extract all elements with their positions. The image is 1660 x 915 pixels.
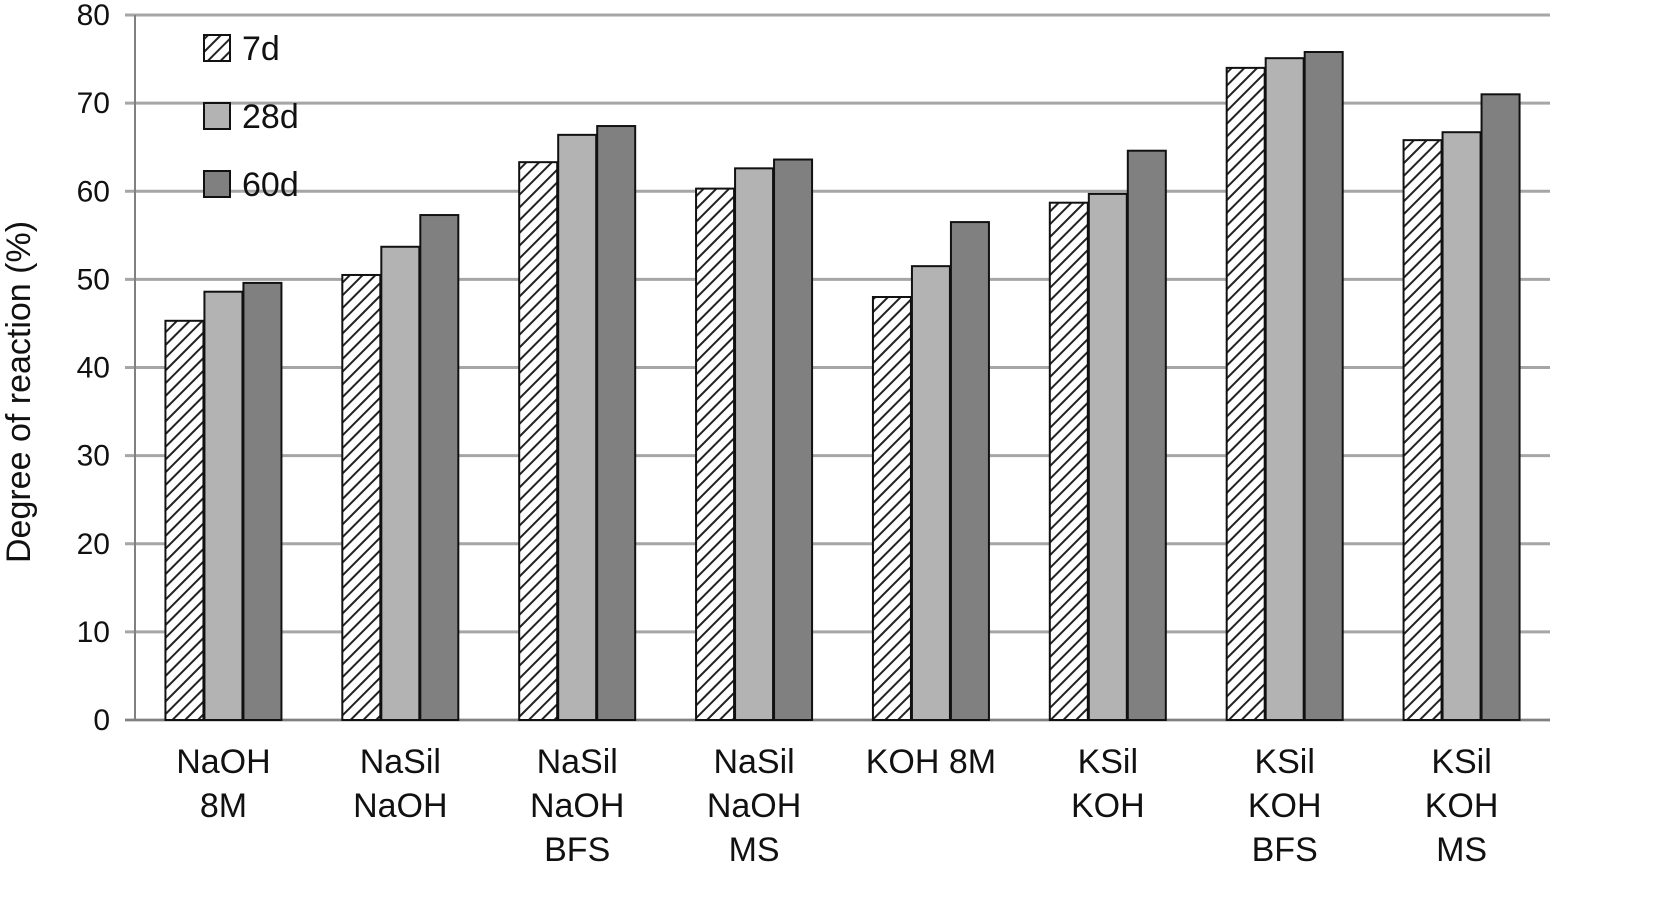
- y-tick-label: 10: [77, 616, 110, 649]
- legend-swatch-7d: [203, 34, 231, 62]
- x-tick-label: KSil KOH: [1071, 743, 1145, 825]
- bar-60d-1: [419, 214, 460, 721]
- x-tick-label: NaSil NaOH BFS: [530, 743, 624, 869]
- y-tick-label: 40: [77, 352, 110, 385]
- bar-60d-0: [242, 281, 283, 721]
- bar-7d-3: [695, 187, 736, 721]
- legend: 7d 28d 60d: [203, 30, 299, 204]
- legend-swatch-60d: [203, 170, 231, 198]
- y-tick-label: 20: [77, 528, 110, 561]
- x-tick-label-line: KSil: [1078, 743, 1138, 781]
- y-tick-label: 0: [93, 704, 110, 737]
- bar-60d-7: [1480, 93, 1521, 721]
- x-tick-label: NaSil NaOH: [353, 743, 447, 825]
- x-tick-label-line: NaOH: [707, 787, 801, 825]
- x-tick-label-line: NaSil: [713, 743, 794, 781]
- x-tick-label-line: KOH 8M: [866, 743, 996, 781]
- x-tick-label-line: NaOH: [353, 787, 447, 825]
- x-tick-label-line: MS: [1436, 831, 1487, 869]
- bar-60d-5: [1126, 149, 1167, 721]
- x-tick-label-line: MS: [729, 831, 780, 869]
- bar-28d-5: [1087, 192, 1128, 722]
- bar-60d-3: [773, 158, 814, 721]
- x-tick-label-line: 8M: [200, 787, 247, 825]
- bar-7d-6: [1225, 66, 1266, 721]
- y-tick-label: 80: [77, 0, 110, 32]
- legend-label: 60d: [242, 166, 299, 204]
- x-tick-label: NaSil NaOH MS: [707, 743, 801, 869]
- bar-28d-4: [910, 265, 951, 721]
- x-tick-label-line: NaOH: [530, 787, 624, 825]
- x-tick-label-line: KSil: [1254, 743, 1314, 781]
- bar-28d-2: [557, 133, 598, 722]
- y-tick-label: 50: [77, 263, 110, 296]
- bar-28d-3: [734, 167, 775, 721]
- bar-7d-1: [341, 273, 382, 721]
- legend-label: 7d: [242, 30, 280, 68]
- bar-7d-5: [1048, 201, 1089, 722]
- x-tick-label: KSil KOH BFS: [1248, 743, 1322, 869]
- x-tick-label-line: KOH: [1248, 787, 1322, 825]
- x-tick-label-line: KSil: [1431, 743, 1491, 781]
- bar-28d-0: [203, 290, 244, 721]
- bar-7d-0: [164, 319, 205, 721]
- bar-28d-1: [380, 245, 421, 722]
- x-tick-label-line: NaSil: [537, 743, 618, 781]
- bar-7d-4: [871, 296, 912, 721]
- x-tick-label-line: KOH: [1071, 787, 1145, 825]
- x-tick-label: KOH 8M: [866, 743, 996, 781]
- y-tick-label: 70: [77, 87, 110, 120]
- bar-28d-7: [1441, 131, 1482, 722]
- bar-60d-2: [596, 125, 637, 722]
- x-tick-label-line: NaOH: [176, 743, 270, 781]
- x-tick-label: NaOH 8M: [176, 743, 270, 825]
- bars: [164, 51, 1521, 722]
- bar-7d-7: [1402, 139, 1443, 721]
- legend-swatch-28d: [203, 102, 231, 130]
- y-tick-label: 60: [77, 175, 110, 208]
- y-axis-title: Degree of reaction (%): [0, 221, 38, 563]
- x-tick-label-line: BFS: [544, 831, 610, 869]
- category-labels: NaOH 8M NaSil NaOH NaSil NaOH BFS NaSil NaOH MS KO…: [176, 743, 1498, 869]
- legend-label: 28d: [242, 98, 299, 136]
- bar-28d-6: [1264, 57, 1305, 721]
- y-tick-label: 30: [77, 440, 110, 473]
- x-tick-label-line: KOH: [1425, 787, 1499, 825]
- bar-7d-2: [518, 161, 559, 721]
- x-tick-label: KSil KOH MS: [1425, 743, 1499, 869]
- bar-60d-6: [1303, 51, 1344, 721]
- x-tick-label-line: NaSil: [360, 743, 441, 781]
- bar-60d-4: [949, 221, 990, 721]
- x-tick-label-line: BFS: [1252, 831, 1318, 869]
